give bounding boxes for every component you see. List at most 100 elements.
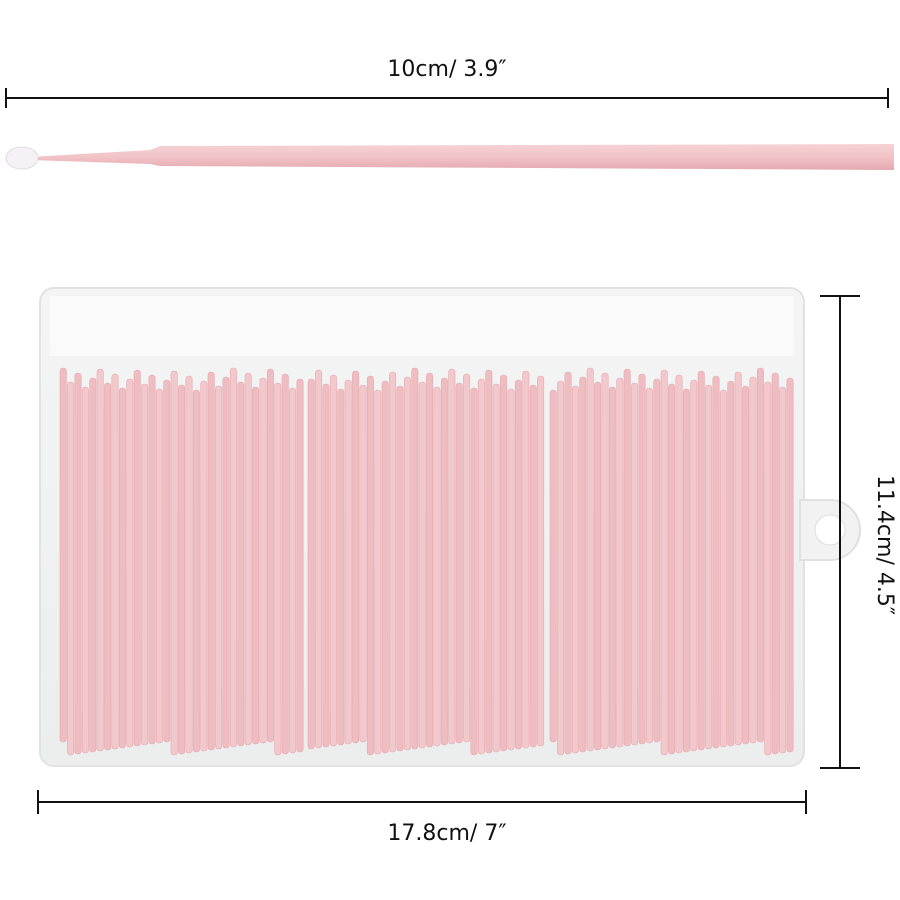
swab bbox=[266, 368, 274, 743]
swab bbox=[786, 377, 794, 753]
swab bbox=[470, 387, 478, 756]
swab bbox=[89, 377, 97, 753]
swab bbox=[59, 367, 67, 743]
swab bbox=[426, 372, 434, 748]
length-dimension: 10cm/ 3.9″ bbox=[5, 57, 889, 108]
swab bbox=[411, 367, 419, 750]
swab bbox=[500, 374, 508, 752]
swab bbox=[514, 379, 522, 750]
swab bbox=[344, 379, 352, 745]
swab bbox=[359, 384, 367, 743]
swab bbox=[366, 375, 374, 756]
width-dimension: 17.8cm/ 7″ bbox=[37, 790, 807, 846]
swab bbox=[571, 385, 579, 754]
swab bbox=[682, 388, 690, 753]
swab bbox=[381, 380, 389, 754]
swab bbox=[274, 382, 282, 756]
swab bbox=[485, 369, 493, 754]
swab bbox=[623, 368, 631, 747]
swab bbox=[178, 384, 186, 755]
swab bbox=[564, 371, 572, 755]
swab bbox=[337, 388, 345, 746]
swab bbox=[549, 389, 557, 743]
swab bbox=[259, 377, 267, 744]
box bbox=[39, 287, 861, 767]
swab bbox=[374, 389, 382, 755]
swab bbox=[522, 370, 530, 749]
swab bbox=[507, 388, 515, 751]
swab bbox=[170, 370, 178, 756]
swab bbox=[74, 372, 82, 755]
swab bbox=[104, 382, 112, 751]
swab bbox=[608, 386, 616, 749]
swab bbox=[727, 380, 735, 747]
swab bbox=[244, 372, 252, 746]
swab bbox=[133, 369, 141, 747]
swab bbox=[586, 367, 594, 752]
swab bbox=[396, 385, 404, 752]
swab bbox=[433, 386, 441, 747]
swab-handle bbox=[30, 144, 894, 170]
swab bbox=[668, 383, 676, 755]
swab bbox=[779, 386, 787, 754]
swab bbox=[529, 384, 537, 748]
swab bbox=[215, 385, 223, 750]
single-swab bbox=[5, 144, 894, 170]
swab bbox=[229, 367, 237, 748]
swab bbox=[389, 371, 397, 753]
swab bbox=[315, 369, 323, 749]
swab bbox=[734, 371, 742, 746]
swab bbox=[322, 383, 330, 748]
swab bbox=[307, 378, 315, 750]
height-dimension: 11.4cm/ 4.5″ bbox=[820, 295, 897, 769]
swab bbox=[463, 373, 471, 743]
swab bbox=[440, 377, 448, 746]
swab bbox=[403, 376, 411, 751]
swab bbox=[289, 387, 297, 754]
swab bbox=[111, 373, 119, 750]
swab bbox=[579, 376, 587, 753]
swab bbox=[192, 389, 200, 753]
height-label: 11.4cm/ 4.5″ bbox=[872, 475, 897, 615]
swab bbox=[705, 384, 713, 750]
box-lid-top bbox=[50, 296, 794, 356]
swab bbox=[749, 376, 757, 744]
swab bbox=[200, 380, 208, 752]
swab bbox=[126, 378, 134, 748]
swab bbox=[448, 368, 456, 745]
swab bbox=[557, 380, 565, 756]
swab bbox=[81, 386, 89, 754]
swab bbox=[207, 371, 215, 751]
swab bbox=[222, 376, 230, 749]
swab bbox=[616, 377, 624, 748]
swab bbox=[296, 378, 304, 753]
swab bbox=[252, 386, 260, 745]
swab bbox=[697, 370, 705, 751]
swab-bundle bbox=[59, 367, 794, 756]
swab bbox=[719, 389, 727, 748]
swab bbox=[771, 372, 779, 755]
swab bbox=[163, 379, 171, 743]
swab bbox=[141, 383, 149, 746]
swab bbox=[185, 375, 193, 754]
swab bbox=[352, 370, 360, 744]
swab bbox=[455, 382, 463, 744]
width-label: 17.8cm/ 7″ bbox=[387, 821, 506, 846]
swab bbox=[148, 374, 156, 745]
hang-hole bbox=[814, 514, 846, 546]
swab bbox=[67, 381, 75, 756]
swab bbox=[742, 385, 750, 745]
swab bbox=[492, 383, 500, 753]
swab bbox=[477, 378, 485, 755]
swab bbox=[675, 374, 683, 754]
swab bbox=[638, 373, 646, 745]
swab bbox=[237, 381, 245, 747]
swab bbox=[764, 381, 772, 756]
swab bbox=[601, 372, 609, 750]
swab bbox=[96, 368, 104, 752]
swab bbox=[712, 375, 720, 749]
swab bbox=[281, 373, 289, 755]
swab bbox=[418, 381, 426, 749]
